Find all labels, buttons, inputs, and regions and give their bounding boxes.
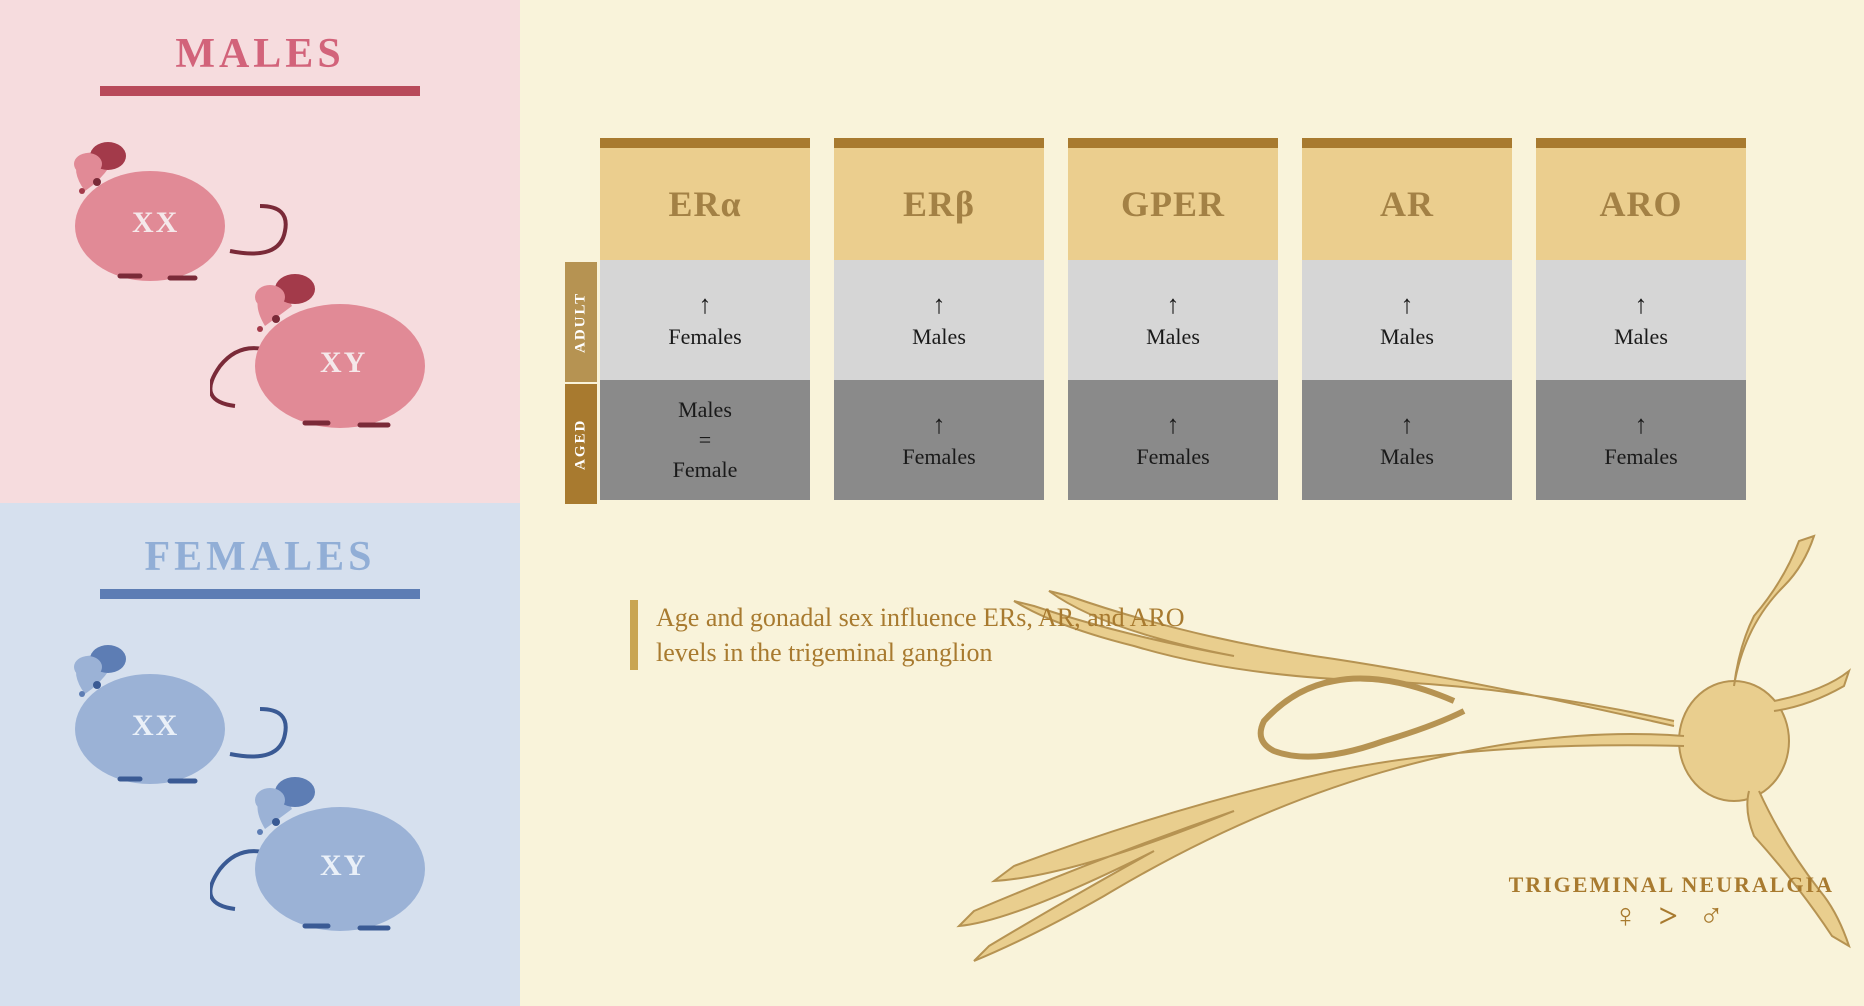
trigeminal-title: TRIGEMINAL NEURALGIA	[1509, 872, 1834, 898]
aged-cell: Males=Female	[600, 380, 810, 500]
aged-cell: ↑Females	[1068, 380, 1278, 500]
receptor-column-1: ERβ↑Males↑Females	[834, 138, 1044, 500]
col-head: ARO	[1536, 148, 1746, 260]
aged-cell: ↑Males	[1302, 380, 1512, 500]
aged-cell: ↑Females	[1536, 380, 1746, 500]
male-mouse-xy: XY	[210, 251, 490, 441]
receptor-column-0: ERα↑FemalesMales=Female	[600, 138, 810, 500]
trigeminal-label: TRIGEMINAL NEURALGIA ♀ > ♂	[1509, 872, 1834, 936]
col-head: ERβ	[834, 148, 1044, 260]
left-panel: MALES XX	[0, 0, 520, 1006]
receptor-column-2: GPER↑Males↑Females	[1068, 138, 1278, 500]
receptor-column-4: ARO↑Males↑Females	[1536, 138, 1746, 500]
right-panel: ADULT AGED ERα↑FemalesMales=FemaleERβ↑Ma…	[520, 0, 1864, 1006]
adult-cell: ↑Males	[1068, 260, 1278, 380]
row-label-adult: ADULT	[565, 262, 597, 382]
females-mice: XX XY	[20, 619, 500, 949]
adult-cell: ↑Females	[600, 260, 810, 380]
males-mice: XX XY	[20, 116, 500, 446]
row-label-aged: AGED	[565, 384, 597, 504]
row-labels: ADULT AGED	[565, 262, 597, 504]
males-title: MALES	[20, 30, 500, 78]
receptor-table: ERα↑FemalesMales=FemaleERβ↑Males↑Females…	[600, 138, 1746, 500]
male-xx-label: XX	[132, 206, 179, 240]
females-block: FEMALES XX	[0, 503, 520, 1006]
receptor-column-3: AR↑Males↑Males	[1302, 138, 1512, 500]
males-underline	[100, 86, 420, 96]
females-underline	[100, 589, 420, 599]
adult-cell: ↑Males	[834, 260, 1044, 380]
col-head: ERα	[600, 148, 810, 260]
females-title: FEMALES	[20, 533, 500, 581]
males-block: MALES XX	[0, 0, 520, 503]
female-xy-label: XY	[320, 849, 367, 883]
male-xy-label: XY	[320, 346, 367, 380]
trigeminal-symbols: ♀ > ♂	[1509, 898, 1834, 936]
caption-text: Age and gonadal sex influence ERs, AR, a…	[630, 600, 1190, 670]
aged-cell: ↑Females	[834, 380, 1044, 500]
female-xx-label: XX	[132, 709, 179, 743]
female-mouse-xy: XY	[210, 754, 490, 944]
col-head: GPER	[1068, 148, 1278, 260]
adult-cell: ↑Males	[1536, 260, 1746, 380]
col-head: AR	[1302, 148, 1512, 260]
adult-cell: ↑Males	[1302, 260, 1512, 380]
